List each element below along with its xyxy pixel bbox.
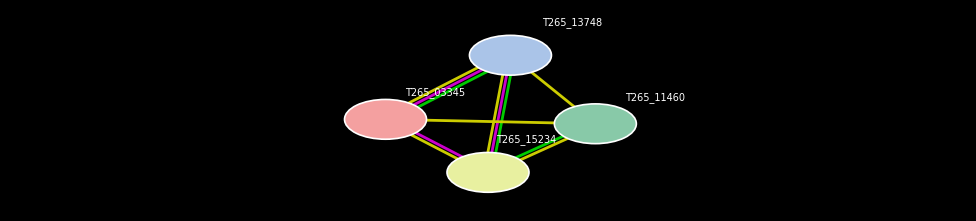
Text: T265_11460: T265_11460 [625,92,684,103]
Text: T265_03345: T265_03345 [405,87,466,98]
Text: T265_13748: T265_13748 [542,17,602,28]
Ellipse shape [554,104,636,144]
Ellipse shape [345,99,427,139]
Ellipse shape [447,152,529,192]
Text: T265_15234: T265_15234 [496,134,556,145]
Ellipse shape [469,35,551,75]
